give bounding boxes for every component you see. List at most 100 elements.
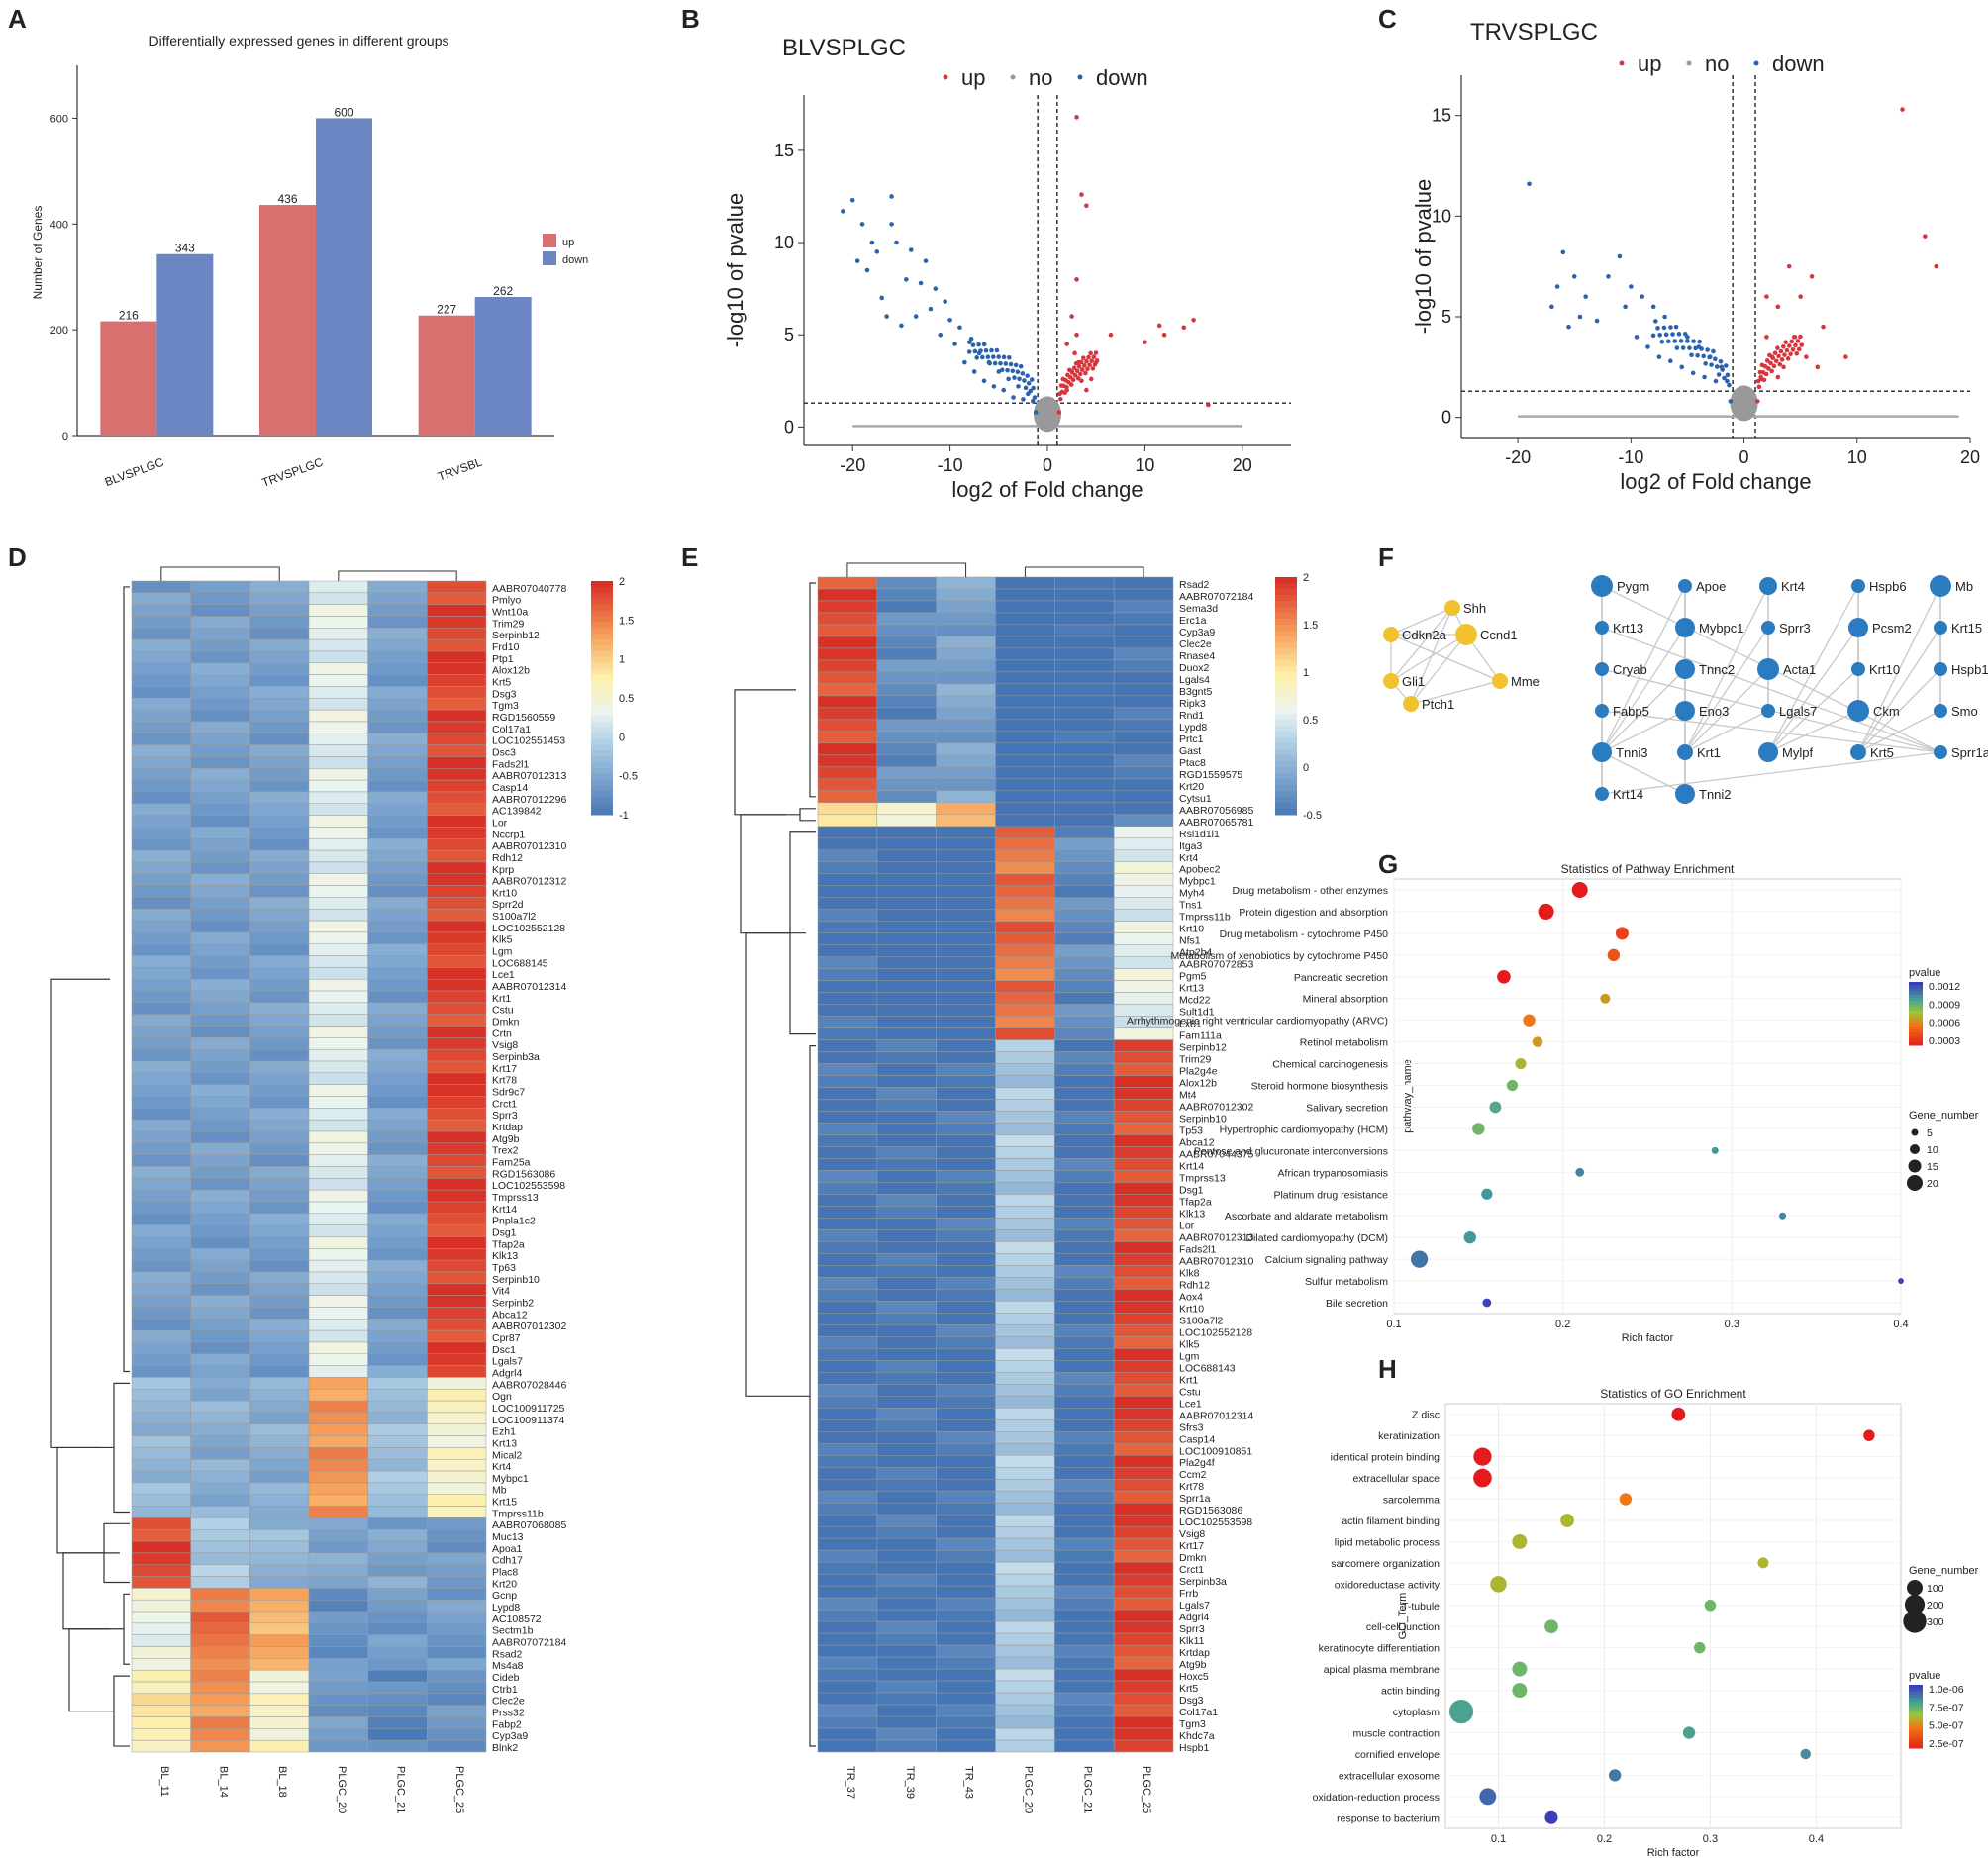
gene-label: RGD1560559 xyxy=(492,712,555,724)
gene-label: Itga3 xyxy=(1179,840,1203,852)
heatmap-cell xyxy=(995,1443,1055,1456)
gene-label: LOC688145 xyxy=(492,957,548,969)
heatmap-cell xyxy=(936,1027,996,1040)
colorbar-segment-E xyxy=(1275,809,1297,816)
point-up-C xyxy=(1764,358,1770,363)
heatmap-cell xyxy=(131,1693,191,1706)
point-down-C xyxy=(1678,339,1684,343)
heatmap-cell xyxy=(249,815,310,828)
heatmap-cell xyxy=(995,1692,1055,1706)
heatmap-cell xyxy=(308,1353,368,1366)
heatmap-cell xyxy=(876,647,937,661)
heatmap-cell xyxy=(367,955,428,968)
sample-label-E: TR_37 xyxy=(845,1766,856,1799)
heatmap-cell xyxy=(1113,1396,1174,1409)
heatmap-cell xyxy=(308,721,368,734)
heatmap-cell xyxy=(995,885,1055,898)
heatmap-cell xyxy=(249,709,310,723)
colorbar-segment-E xyxy=(1275,690,1297,697)
heatmap-cell xyxy=(308,1716,368,1729)
heatmap-cell xyxy=(131,861,191,874)
heatmap-cell xyxy=(876,636,937,649)
gene-label: AABR07056985 xyxy=(1179,805,1253,817)
heatmap-cell xyxy=(1054,1525,1115,1539)
heatmap-cell xyxy=(249,1283,310,1296)
heatmap-cell xyxy=(427,1552,487,1565)
legend-colorbar-G xyxy=(1909,1035,1923,1040)
y-tick-label-C: 5 xyxy=(1441,307,1451,327)
network-node-Eno3 xyxy=(1675,701,1695,721)
chart-title-B: BLVSPLGC xyxy=(782,35,906,61)
point-down-C xyxy=(1709,362,1714,367)
point-down-B xyxy=(1020,371,1026,376)
gene-label: AABR07012302 xyxy=(492,1320,566,1332)
heatmap-cell xyxy=(1113,1063,1174,1076)
y-tick-label-C: 0 xyxy=(1441,408,1451,428)
legend-size-dot-H xyxy=(1904,1594,1926,1615)
gene-label: Lx81 xyxy=(1179,1019,1202,1030)
heatmap-cell xyxy=(817,1419,878,1432)
heatmap-cell xyxy=(190,1108,250,1121)
legend-label-C-up: up xyxy=(1638,51,1661,76)
heatmap-cell xyxy=(1054,1680,1115,1694)
heatmap-cell xyxy=(936,766,996,780)
heatmap-cell xyxy=(427,1319,487,1331)
point-down-C xyxy=(1659,339,1665,344)
heatmap-cell xyxy=(190,1552,250,1565)
legend-dot-B-no xyxy=(1010,74,1016,80)
heatmap-cell xyxy=(936,1229,996,1242)
heatmap-cell xyxy=(249,1002,310,1015)
heatmap-cell xyxy=(995,1277,1055,1290)
heatmap-cell xyxy=(1113,921,1174,933)
point-up-B xyxy=(1070,377,1076,383)
network-node-Krt10 xyxy=(1851,662,1865,676)
colorbar-segment-D xyxy=(591,622,613,629)
category-label-G: Platinum drug resistance xyxy=(1273,1189,1388,1201)
heatmap-cell xyxy=(1113,1419,1174,1432)
colorbar-segment-E xyxy=(1275,589,1297,596)
heatmap-cell xyxy=(249,1014,310,1027)
heatmap-cell xyxy=(817,1620,878,1634)
point-down-B xyxy=(999,367,1005,373)
point-up-B xyxy=(1056,410,1062,415)
x-tick-label-H: 0.2 xyxy=(1597,1833,1612,1845)
heatmap-cell xyxy=(249,1470,310,1484)
heatmap-cell xyxy=(249,1307,310,1320)
gene-label: Tgm3 xyxy=(492,700,519,712)
legend-color-tick-G: 0.0009 xyxy=(1929,999,1960,1011)
heatmap-cell xyxy=(427,1506,487,1518)
colorbar-segment-E xyxy=(1275,773,1297,780)
legend-size-dot-H xyxy=(1903,1610,1927,1633)
chart-title-H: Statistics of GO Enrichment xyxy=(1600,1387,1746,1401)
network-node-label-Krt13: Krt13 xyxy=(1613,621,1643,636)
point-up-B xyxy=(1082,363,1087,368)
heatmap-cell xyxy=(190,721,250,734)
heatmap-cell xyxy=(1113,873,1174,886)
heatmap-cell xyxy=(1113,802,1174,816)
network-node-Pygm xyxy=(1591,575,1613,597)
heatmap-cell xyxy=(995,1573,1055,1587)
heatmap-cell xyxy=(308,1459,368,1472)
gene-label: B3gnt5 xyxy=(1179,686,1212,698)
point-down-B xyxy=(1013,362,1019,368)
heatmap-cell xyxy=(936,1324,996,1337)
heatmap-cell xyxy=(1113,1597,1174,1611)
heatmap-cell xyxy=(876,837,937,851)
heatmap-cell xyxy=(367,1130,428,1144)
heatmap-cell xyxy=(190,1130,250,1144)
colorbar-segment-E xyxy=(1275,642,1297,649)
heatmap-cell xyxy=(936,814,996,828)
heatmap-cell xyxy=(427,920,487,933)
heatmap-cell xyxy=(131,1319,191,1331)
heatmap-cell xyxy=(249,592,310,605)
network-node-Ccnd1 xyxy=(1455,624,1477,645)
colorbar-tick-E: 0.5 xyxy=(1303,715,1318,727)
heatmap-cell xyxy=(131,1283,191,1296)
heatmap-cell xyxy=(995,1289,1055,1302)
heatmap-cell xyxy=(1054,968,1115,981)
heatmap-cell xyxy=(308,1295,368,1308)
heatmap-cell xyxy=(367,1423,428,1436)
heatmap-cell xyxy=(190,662,250,675)
heatmap-cell xyxy=(817,1632,878,1646)
